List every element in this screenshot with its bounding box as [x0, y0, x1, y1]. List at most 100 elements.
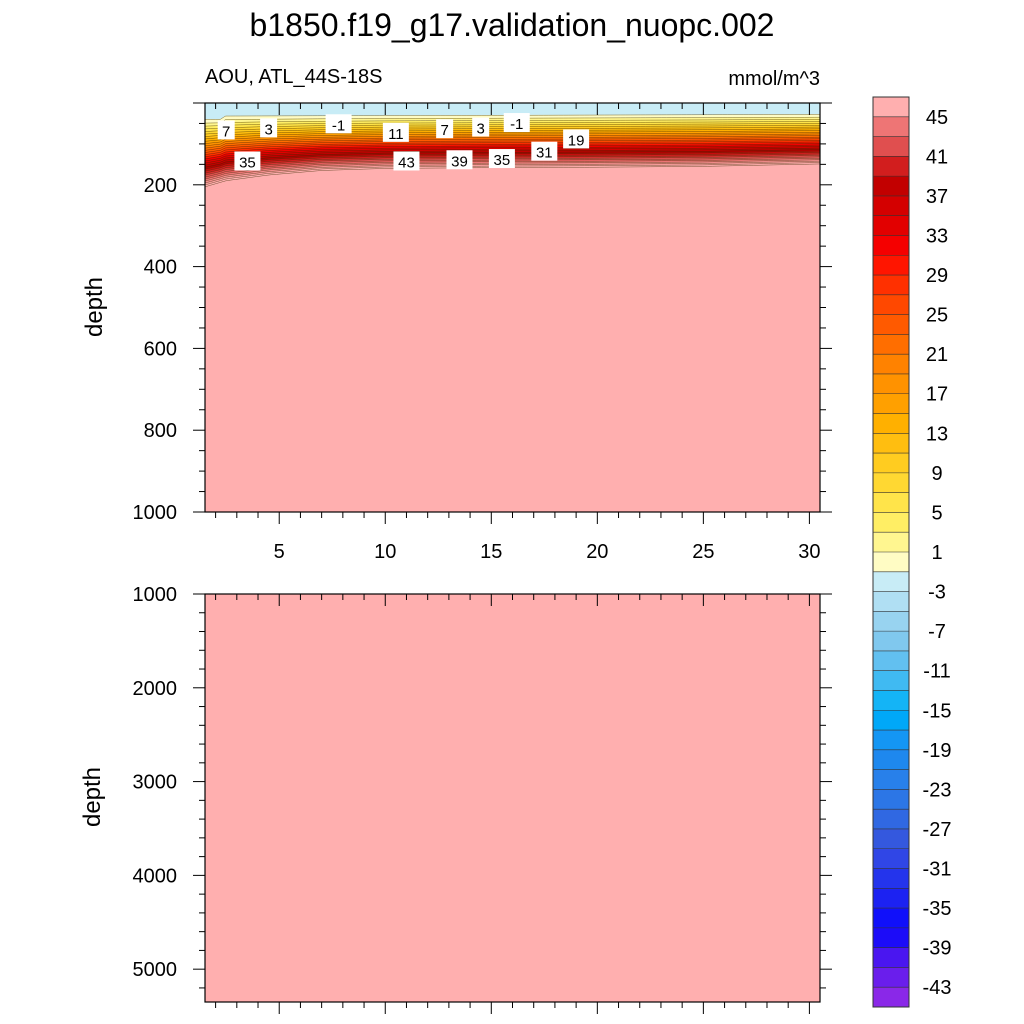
x-tick-label: 30: [798, 541, 820, 563]
contour-label-box: [260, 118, 278, 138]
contour-label-box: [436, 119, 454, 139]
colorbar-swatch: [873, 512, 909, 533]
contour-label-text: 39: [451, 153, 468, 170]
colorbar-swatch: [873, 710, 909, 731]
colorbar-label: 29: [926, 265, 948, 287]
contour-line: [204, 138, 821, 153]
y-tick-label: 3000: [133, 772, 178, 794]
colorbar-swatch: [873, 888, 909, 909]
colorbar-swatch: [873, 908, 909, 929]
colorbar-swatch: [873, 116, 909, 137]
contour-label-text: 3: [264, 121, 272, 138]
contour-label: -1: [503, 113, 530, 133]
contour-label-box: [446, 150, 473, 170]
contour-label-box: [234, 151, 261, 171]
colorbar-label: -19: [923, 740, 952, 762]
colorbar-swatch: [873, 571, 909, 592]
colorbar-label: 9: [931, 463, 942, 485]
colorbar-swatch: [873, 354, 909, 375]
contour-line: [204, 144, 821, 162]
colorbar-swatch: [873, 690, 909, 711]
colorbar-label: -31: [923, 859, 952, 881]
colorbar-swatch: [873, 809, 909, 830]
contour-label-box: [563, 129, 590, 149]
lower-ylabel: depth: [79, 767, 106, 827]
colorbar-label: -3: [928, 582, 946, 604]
contour-line: [204, 135, 821, 149]
y-tick-label: 1000: [133, 584, 178, 606]
colorbar-swatch: [873, 789, 909, 810]
colorbar-swatch: [873, 314, 909, 335]
contour-label-box: [531, 141, 558, 161]
y-tick-label: 1000: [133, 502, 178, 524]
contour-label: 3: [472, 117, 490, 138]
colorbar-swatch: [873, 532, 909, 553]
y-tick-label: 4000: [133, 865, 178, 887]
colorbar-swatch: [873, 670, 909, 691]
contour-label: 11: [382, 122, 409, 143]
colorbar-label: 25: [926, 305, 948, 327]
contour-line: [204, 131, 821, 144]
contour-label: 43: [393, 151, 420, 171]
contour-label: 7: [217, 120, 235, 140]
colorbar-label: -15: [923, 700, 952, 722]
y-tick-label: 2000: [133, 678, 178, 700]
contour-line: [204, 130, 821, 142]
contour-label: 31: [531, 141, 558, 162]
colorbar-label: 1: [931, 542, 942, 564]
contour-line: [204, 133, 821, 147]
colorbar-frame: [872, 96, 910, 1008]
colorbar-swatch: [873, 215, 909, 236]
colorbar-swatch: [873, 97, 909, 118]
colorbar-label: -39: [923, 938, 952, 960]
x-tick-label: 5: [274, 541, 285, 563]
colorbar-label: -7: [928, 621, 946, 643]
contour-label-box: [488, 149, 515, 169]
contour-label-box: [393, 151, 420, 171]
upper-ylabel: depth: [81, 277, 108, 337]
x-tick-label: 25: [692, 541, 714, 563]
colorbar-label: 33: [926, 225, 948, 247]
contour-label-text: -1: [510, 116, 523, 133]
contour-line: [204, 141, 821, 158]
colorbar-swatch: [873, 334, 909, 355]
colorbar-swatch: [873, 631, 909, 652]
contour-label-box: [217, 120, 235, 140]
contour-label-text: 43: [398, 154, 415, 171]
contour-line: [204, 136, 821, 151]
colorbar-swatch: [873, 769, 909, 790]
contour-label: 19: [563, 129, 590, 149]
contour-label-text: -1: [332, 117, 345, 134]
colorbar-swatch: [873, 749, 909, 770]
colorbar-swatch: [873, 848, 909, 869]
colorbar-swatch: [873, 967, 909, 988]
colorbar-swatch: [873, 650, 909, 671]
colorbar-swatch: [873, 828, 909, 850]
upper-panel: 7 3 -1 11 7 3 -1 19 35 43 39 35 31 5 10 15 20 25 30 200 400…: [81, 102, 832, 563]
colorbar-label: 17: [926, 384, 948, 406]
units-label: mmol/m^3: [728, 68, 820, 90]
colorbar-swatch: [873, 492, 909, 513]
colorbar-swatch: [873, 987, 909, 1008]
contour-band-surface: [205, 103, 820, 120]
colorbar-label: 41: [926, 146, 948, 168]
contour-label-text: 35: [494, 152, 511, 169]
colorbar: 45 41 37 33 29 25 21 17 13 9 5 1 -3 -7 -11 -15 -19 -23 -27…: [872, 96, 952, 1008]
colorbar-label: 37: [926, 186, 948, 208]
contour-label: -1: [325, 114, 352, 134]
colorbar-swatch: [873, 176, 909, 197]
contour-label-box: [503, 113, 530, 133]
contour-label-text: 19: [568, 132, 585, 149]
colorbar-label: -43: [923, 977, 952, 999]
colorbar-swatch: [873, 611, 909, 632]
contour-label-text: 3: [477, 121, 485, 138]
colorbar-swatch: [873, 868, 909, 889]
colorbar-swatch: [873, 730, 909, 751]
contour-line: [204, 140, 821, 155]
contour-label-box: [382, 122, 409, 142]
contour-label-text: 31: [536, 145, 553, 162]
colorbar-swatch: [873, 552, 909, 573]
contour-label: 39: [446, 150, 473, 170]
y-tick-label: 600: [144, 338, 177, 360]
